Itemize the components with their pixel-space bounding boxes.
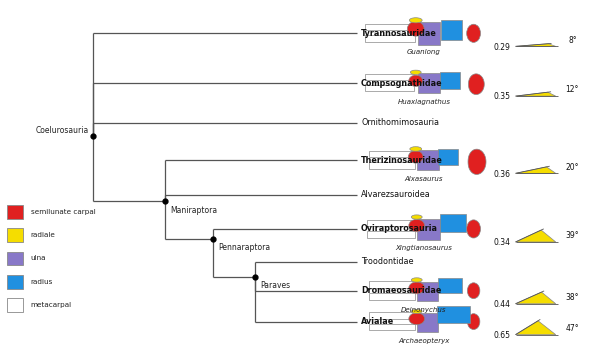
Polygon shape xyxy=(468,149,486,175)
Text: 0.29: 0.29 xyxy=(493,42,510,51)
Text: Paraves: Paraves xyxy=(260,281,290,290)
Text: radius: radius xyxy=(31,279,53,285)
Text: Guanlong: Guanlong xyxy=(407,49,441,55)
Polygon shape xyxy=(418,22,440,45)
Polygon shape xyxy=(417,282,439,301)
Ellipse shape xyxy=(409,75,422,87)
Polygon shape xyxy=(440,214,466,232)
Text: 20°: 20° xyxy=(566,162,579,172)
Polygon shape xyxy=(370,324,415,331)
Bar xyxy=(7,228,23,242)
Ellipse shape xyxy=(467,283,480,299)
Text: Alvarezsauroidea: Alvarezsauroidea xyxy=(361,190,431,199)
Text: Avialae: Avialae xyxy=(361,317,394,326)
Text: semilunate carpal: semilunate carpal xyxy=(31,209,95,215)
Ellipse shape xyxy=(409,18,422,23)
Polygon shape xyxy=(515,44,556,46)
Ellipse shape xyxy=(409,282,425,294)
Text: Ornithomimosauria: Ornithomimosauria xyxy=(361,118,439,127)
Text: Troodontidae: Troodontidae xyxy=(361,257,413,266)
Polygon shape xyxy=(440,72,460,89)
Ellipse shape xyxy=(411,215,422,219)
Text: Archaeopteryx: Archaeopteryx xyxy=(398,337,449,344)
Polygon shape xyxy=(417,150,439,170)
Ellipse shape xyxy=(411,309,422,313)
Polygon shape xyxy=(418,73,440,93)
Text: metacarpal: metacarpal xyxy=(31,302,72,308)
Polygon shape xyxy=(370,312,415,318)
Ellipse shape xyxy=(409,151,423,163)
Text: ulna: ulna xyxy=(31,255,46,262)
Text: 0.44: 0.44 xyxy=(493,300,510,309)
Polygon shape xyxy=(515,321,556,335)
Text: 47°: 47° xyxy=(566,324,579,333)
Text: Maniraptora: Maniraptora xyxy=(170,206,217,215)
Polygon shape xyxy=(370,151,415,157)
Polygon shape xyxy=(439,149,458,165)
Polygon shape xyxy=(370,162,415,169)
Polygon shape xyxy=(439,278,462,293)
Polygon shape xyxy=(417,219,440,240)
Text: 12°: 12° xyxy=(566,86,579,95)
Bar xyxy=(7,205,23,219)
Text: 0.34: 0.34 xyxy=(493,238,510,247)
Text: Coelurosauria: Coelurosauria xyxy=(35,126,89,135)
Text: Deinonychus: Deinonychus xyxy=(401,307,446,313)
Ellipse shape xyxy=(411,278,422,282)
Ellipse shape xyxy=(467,24,481,42)
Polygon shape xyxy=(370,293,415,299)
Polygon shape xyxy=(370,281,415,288)
Polygon shape xyxy=(367,219,415,226)
Polygon shape xyxy=(469,74,484,95)
Ellipse shape xyxy=(407,21,424,36)
Polygon shape xyxy=(367,231,415,238)
Text: Pennaraptora: Pennaraptora xyxy=(218,243,270,252)
Text: Xingtianosaurus: Xingtianosaurus xyxy=(395,245,452,251)
Polygon shape xyxy=(515,230,556,242)
Ellipse shape xyxy=(410,70,421,75)
Polygon shape xyxy=(515,92,556,96)
Polygon shape xyxy=(365,24,415,30)
Text: Oviraptorosauria: Oviraptorosauria xyxy=(361,225,438,234)
Ellipse shape xyxy=(467,220,481,238)
Ellipse shape xyxy=(467,314,480,329)
Text: Compsognathidae: Compsognathidae xyxy=(361,79,443,88)
Polygon shape xyxy=(365,74,414,80)
Text: 0.65: 0.65 xyxy=(493,331,510,340)
Ellipse shape xyxy=(409,219,425,232)
Polygon shape xyxy=(417,313,439,332)
Text: Dromaeosauridae: Dromaeosauridae xyxy=(361,286,442,295)
Text: Huaxiagnathus: Huaxiagnathus xyxy=(397,99,451,105)
Bar xyxy=(7,275,23,289)
Polygon shape xyxy=(437,306,470,323)
Bar xyxy=(7,298,23,312)
Text: 39°: 39° xyxy=(566,231,579,240)
Text: Tyrannosauridae: Tyrannosauridae xyxy=(361,29,437,38)
Text: radiale: radiale xyxy=(31,232,56,238)
Text: Therizinosauridae: Therizinosauridae xyxy=(361,156,443,165)
Text: 8°: 8° xyxy=(568,36,577,45)
Ellipse shape xyxy=(410,147,422,151)
Polygon shape xyxy=(365,85,414,91)
Polygon shape xyxy=(365,35,415,41)
Ellipse shape xyxy=(409,313,425,325)
Bar xyxy=(7,252,23,265)
Polygon shape xyxy=(515,167,556,173)
Polygon shape xyxy=(515,292,556,304)
Text: 38°: 38° xyxy=(566,293,579,302)
Text: 0.35: 0.35 xyxy=(493,92,510,101)
Text: 0.36: 0.36 xyxy=(493,169,510,178)
Polygon shape xyxy=(442,20,462,40)
Text: Alxasaurus: Alxasaurus xyxy=(404,176,443,182)
